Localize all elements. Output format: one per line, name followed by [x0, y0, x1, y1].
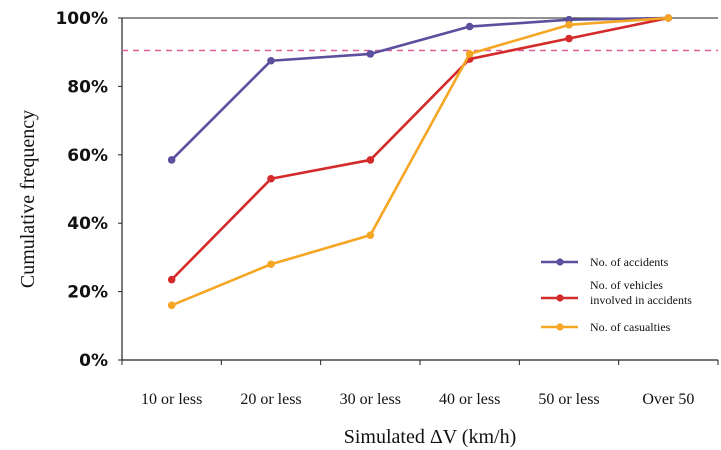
y-tick-label: 0%: [79, 351, 108, 371]
legend-swatch-marker: [556, 323, 564, 331]
data-point: [565, 21, 573, 29]
data-point: [167, 156, 176, 164]
y-tick-label: 20%: [67, 283, 108, 303]
series-line-1: [170, 16, 669, 161]
legend-swatch-marker: [556, 258, 564, 266]
data-point: [366, 156, 375, 164]
x-tick-label: 40 or less: [439, 391, 500, 408]
data-point: [167, 301, 176, 310]
x-tick-label: 10 or less: [141, 391, 202, 408]
series-line-3: [171, 16, 669, 307]
legend-swatch-marker: [556, 294, 564, 302]
data-point: [565, 34, 573, 43]
x-tick-label: 30 or less: [340, 391, 401, 408]
legend-label: No. of vehicles: [590, 278, 663, 292]
data-point: [664, 14, 673, 22]
data-point: [267, 174, 275, 183]
data-point: [167, 275, 176, 284]
data-point: [465, 22, 474, 31]
y-tick-label: 40%: [67, 214, 108, 234]
data-point: [267, 260, 275, 269]
legend-label: involved in accidents: [590, 293, 692, 307]
series-line-2: [170, 16, 669, 281]
data-point: [267, 56, 275, 65]
x-axis-title: Simulated ΔV (km/h): [344, 426, 516, 448]
y-tick-label: 80%: [67, 77, 108, 97]
x-tick-label: Over 50: [642, 391, 694, 408]
data-point: [366, 231, 375, 239]
y-tick-label: 60%: [67, 146, 108, 166]
x-tick-label: 20 or less: [240, 391, 301, 408]
data-point: [465, 50, 474, 58]
x-tick-label: 50 or less: [538, 391, 599, 408]
data-point: [366, 50, 375, 58]
legend-label: No. of accidents: [590, 255, 669, 269]
legend-label: No. of casualties: [590, 320, 671, 334]
y-axis-title: Cumulative frequency: [17, 110, 39, 288]
y-tick-label: 100%: [55, 9, 108, 29]
